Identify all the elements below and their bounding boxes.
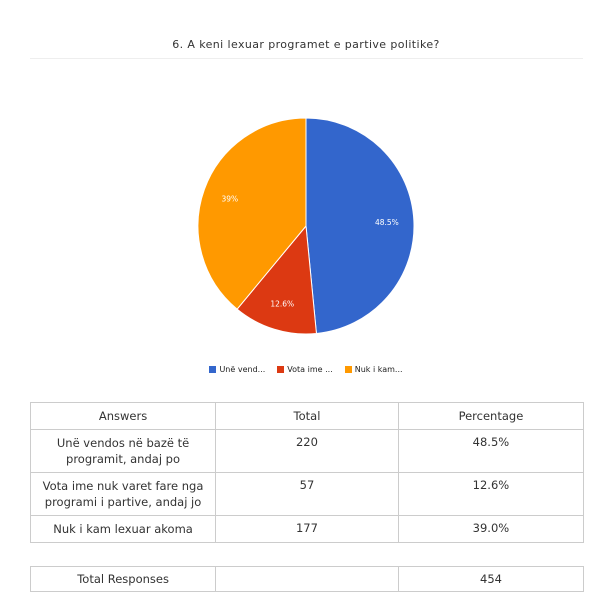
legend-label-1: Unë vend... [219,365,266,374]
chart-legend: Unë vend... Vota ime ... Nuk i kam... [0,365,612,374]
table-row: Unë vendos në bazë të programit, andaj p… [29,429,585,473]
totals-empty-cell [215,566,400,592]
row-percentage: 12.6% [397,472,585,516]
row-total: 177 [215,515,399,543]
title-divider [30,58,583,59]
row-answer: Vota ime nuk varet fare nga programi i p… [29,472,217,516]
pie-slice-2[interactable] [236,224,317,335]
legend-item-3[interactable]: Nuk i kam... [344,365,403,374]
row-percentage: 39.0% [397,515,585,543]
pie-slice-3[interactable] [197,117,307,310]
totals-label: Total Responses [29,566,217,592]
table-row: Vota ime nuk varet fare nga programi i p… [29,472,585,516]
row-total: 220 [215,429,399,473]
legend-item-1[interactable]: Unë vend... [209,365,265,374]
totals-value: 454 [398,566,584,592]
legend-label-3: Nuk i kam... [354,365,403,374]
table-header-row: Answers Total Percentage [29,402,585,430]
totals-table: Total Responses 454 [29,566,584,592]
pie-slice-1[interactable] [305,117,415,335]
row-total: 57 [215,472,399,516]
results-table: Answers Total Percentage Unë vendos në b… [29,402,585,543]
totals-row: Total Responses 454 [29,566,584,592]
pie-slice-label-2: 12.6% [270,299,294,308]
row-percentage: 48.5% [397,429,585,473]
pie-chart: 48.5% 12.6% 39% [197,117,415,335]
pie-slice-label-1: 48.5% [375,218,399,227]
row-answer: Unë vendos në bazë të programit, andaj p… [29,429,217,473]
header-answers: Answers [29,402,217,430]
chart-title: 6. A keni lexuar programet e partive pol… [172,38,440,51]
legend-swatch-3 [344,366,352,373]
header-total: Total [215,402,399,430]
pie-slice-label-3: 39% [221,195,238,204]
legend-swatch-1 [209,366,217,373]
row-answer: Nuk i kam lexuar akoma [29,515,217,543]
legend-item-2[interactable]: Vota ime ... [277,365,333,374]
table-row: Nuk i kam lexuar akoma 177 39.0% [29,515,585,543]
legend-swatch-2 [277,366,285,373]
header-percentage: Percentage [397,402,585,430]
legend-label-2: Vota ime ... [287,365,333,374]
